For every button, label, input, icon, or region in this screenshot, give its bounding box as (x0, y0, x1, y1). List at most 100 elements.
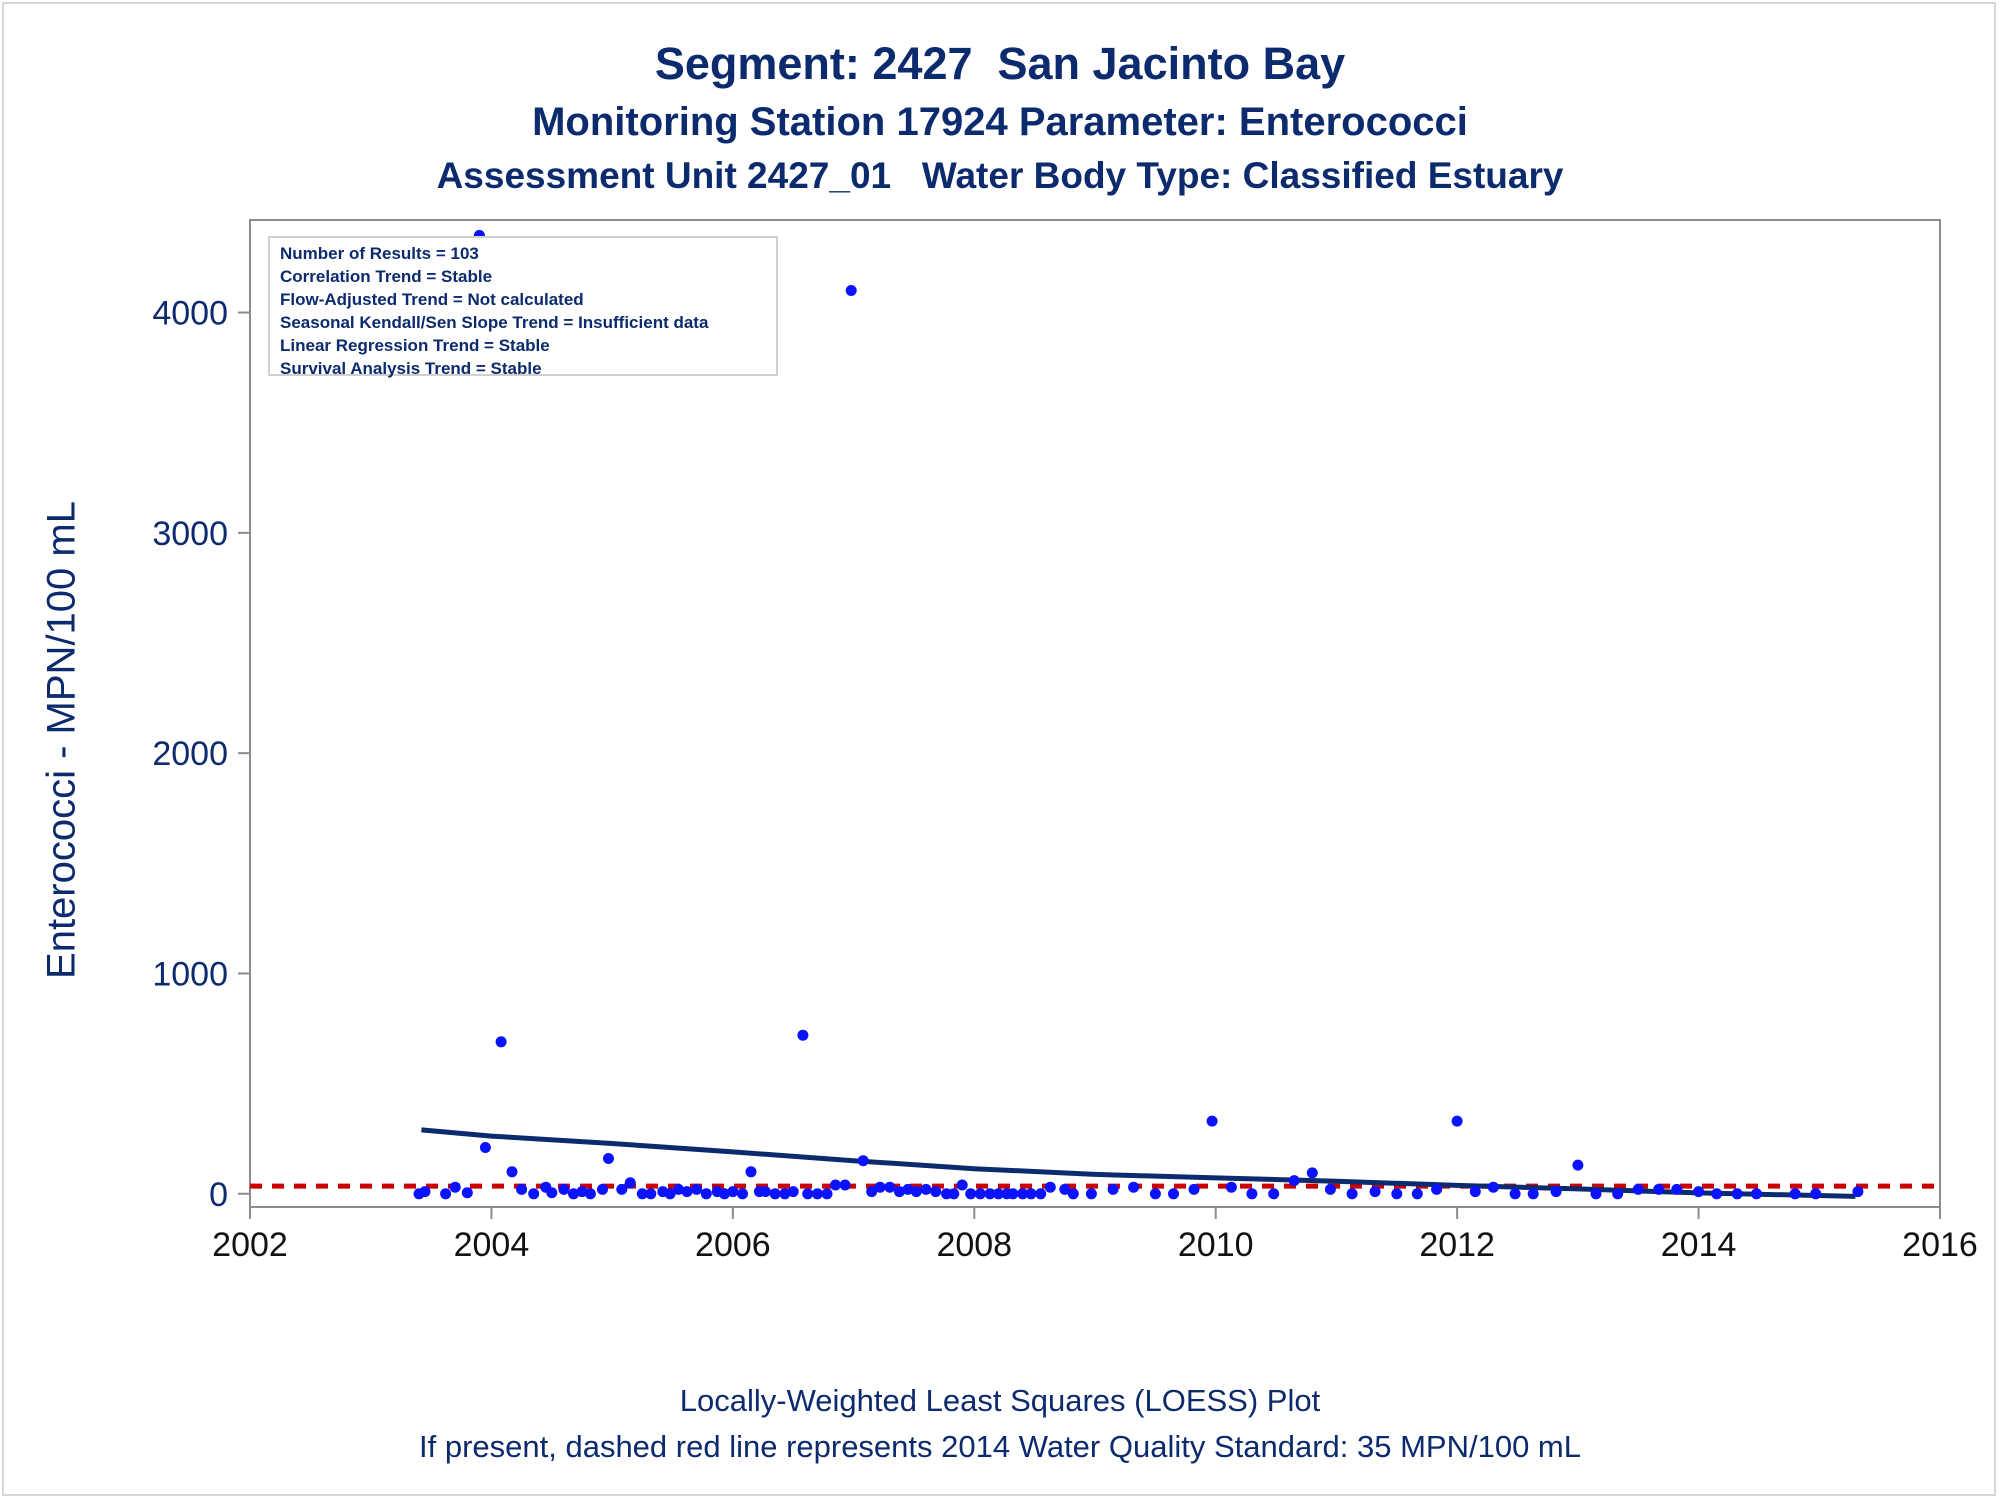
stat-survival-analysis-trend: Survival Analysis Trend = Stable (280, 359, 542, 378)
data-point (528, 1188, 540, 1200)
stat-linear-regression-trend: Linear Regression Trend = Stable (280, 336, 550, 355)
data-point (759, 1186, 771, 1198)
data-point (948, 1188, 960, 1200)
data-point (506, 1166, 518, 1178)
data-point (440, 1188, 452, 1200)
data-point (1206, 1115, 1218, 1127)
x-tick-label: 2002 (212, 1226, 288, 1264)
y-tick-label: 1000 (152, 955, 228, 993)
data-point (1451, 1115, 1463, 1127)
data-point (727, 1186, 739, 1198)
data-point (558, 1183, 570, 1195)
data-point (1059, 1183, 1071, 1195)
data-point (636, 1188, 648, 1200)
data-point (737, 1188, 748, 1200)
x-tick-label: 2010 (1178, 1226, 1254, 1264)
data-point (681, 1186, 693, 1198)
data-point (1731, 1188, 1743, 1200)
data-point (479, 1142, 491, 1153)
data-point (839, 1179, 851, 1191)
loess-curve (421, 1127, 1856, 1199)
x-tick-label: 2008 (936, 1226, 1012, 1264)
data-point (920, 1183, 932, 1195)
data-point (1149, 1188, 1161, 1200)
data-point (884, 1181, 896, 1193)
data-point (1671, 1183, 1683, 1195)
x-tick-label: 2004 (454, 1226, 530, 1264)
data-point (1288, 1175, 1300, 1187)
data-point (1469, 1186, 1481, 1198)
data-point (495, 1036, 507, 1048)
chart-subtitle-secondary: Assessment Unit 2427_01 Water Body Type:… (436, 155, 1564, 196)
data-point (1590, 1188, 1602, 1200)
data-point (1852, 1186, 1864, 1198)
data-point (956, 1179, 968, 1191)
data-point (1017, 1188, 1029, 1200)
data-point (597, 1183, 608, 1195)
data-point (866, 1186, 878, 1198)
data-point (1306, 1167, 1318, 1179)
stat-correlation-trend: Correlation Trend = Stable (280, 267, 493, 286)
data-point (1789, 1188, 1801, 1200)
y-axis-label: Enterococci - MPN/100 mL (39, 501, 84, 979)
data-point (568, 1188, 579, 1200)
data-point (874, 1181, 886, 1193)
chart-title: Segment: 2427 San Jacinto Bay (654, 38, 1346, 89)
data-point (1246, 1188, 1258, 1200)
data-point (546, 1187, 558, 1199)
data-point (965, 1188, 977, 1200)
data-point (1025, 1188, 1037, 1200)
data-point (1067, 1188, 1079, 1200)
stat-number-of-results: Number of Results = 103 (280, 244, 479, 263)
data-point (1044, 1181, 1056, 1193)
x-tick-label: 2006 (695, 1226, 771, 1264)
data-point (1107, 1183, 1119, 1195)
data-point (1751, 1188, 1762, 1200)
data-point (584, 1188, 596, 1200)
data-point (419, 1186, 431, 1198)
y-tick-label: 3000 (152, 515, 228, 553)
data-point (1411, 1188, 1423, 1200)
data-point (930, 1186, 942, 1198)
x-tick-label: 2016 (1902, 1226, 1978, 1264)
data-point (1431, 1183, 1443, 1195)
statistics-legend: Number of Results = 103 Correlation Tren… (268, 236, 778, 378)
data-point (1527, 1188, 1539, 1200)
data-point (449, 1181, 461, 1193)
data-point (992, 1188, 1004, 1200)
data-point (718, 1188, 730, 1200)
data-point (1693, 1186, 1705, 1198)
data-point (616, 1183, 628, 1195)
data-point (1007, 1188, 1019, 1200)
data-point (1268, 1188, 1280, 1200)
x-tick-label: 2014 (1661, 1226, 1737, 1264)
y-tick-label: 2000 (152, 735, 228, 773)
data-point (811, 1188, 823, 1200)
data-point (857, 1155, 869, 1167)
data-point (769, 1188, 781, 1200)
plot-area (249, 219, 1941, 1208)
data-point (1810, 1188, 1822, 1200)
footnote-loess: Locally-Weighted Least Squares (LOESS) P… (679, 1383, 1321, 1418)
data-point (461, 1187, 473, 1199)
chart-subtitle: Monitoring Station 17924 Parameter: Ente… (532, 100, 1468, 144)
data-point (787, 1186, 799, 1198)
data-point (802, 1188, 814, 1200)
stat-flow-adjusted-trend: Flow-Adjusted Trend = Not calculated (280, 290, 584, 309)
data-point (745, 1166, 757, 1178)
data-point (1653, 1183, 1665, 1195)
data-point (902, 1183, 914, 1195)
data-point (645, 1188, 657, 1200)
data-point (603, 1153, 614, 1164)
data-point (576, 1186, 588, 1198)
data-point (893, 1186, 905, 1198)
y-tick-label: 4000 (152, 295, 228, 333)
data-point (700, 1188, 712, 1200)
data-point (821, 1188, 833, 1200)
data-point (664, 1188, 676, 1200)
data-point (1128, 1181, 1140, 1193)
data-point (673, 1183, 684, 1195)
data-point (1632, 1183, 1644, 1195)
data-point (1711, 1188, 1723, 1200)
data-point (1168, 1188, 1179, 1200)
